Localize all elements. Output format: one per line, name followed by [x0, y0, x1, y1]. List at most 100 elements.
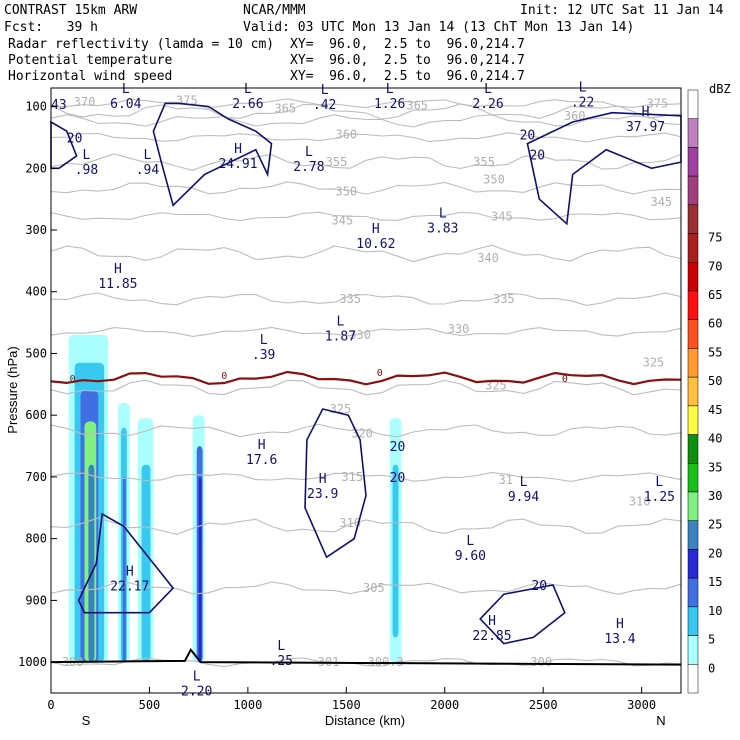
theta-label: 31 — [499, 473, 513, 487]
wind-contour-label: 20 — [67, 131, 83, 146]
theta-label: 350 — [483, 172, 505, 186]
plot-frame — [50, 87, 682, 694]
wind-extremum-value: .22 — [571, 96, 594, 111]
colorbar-swatch — [687, 606, 699, 636]
wind-extremum-kind: H — [642, 105, 650, 120]
wind-extremum-kind: H — [234, 142, 242, 157]
wind-extremum-value: 24.91 — [218, 157, 257, 172]
y-tick-label: 600 — [25, 408, 47, 422]
theta-isentrope — [50, 181, 682, 195]
wind-extremum-kind: L — [520, 475, 528, 490]
colorbar-swatch — [687, 290, 699, 320]
theta-isentrope — [50, 211, 682, 222]
colorbar-level-label: 25 — [708, 518, 722, 532]
theta-isentrope — [50, 292, 682, 306]
theta-label: 365 — [274, 101, 296, 115]
x-tick-label: 1000 — [233, 698, 262, 712]
x-tick-label: 2000 — [430, 698, 459, 712]
colorbar-swatch — [687, 434, 699, 464]
colorbar-level-label: 35 — [708, 460, 722, 474]
y-tick-label: 400 — [25, 285, 47, 299]
y-tick-label: 100 — [25, 100, 47, 114]
wind-extremum-kind: H — [258, 438, 266, 453]
wind-extremum-kind: L — [193, 670, 201, 685]
org-label: NCAR/MMM — [243, 3, 306, 18]
wind-extremum-value: 2.78 — [293, 160, 324, 175]
theta-isentrope — [50, 244, 682, 263]
wind-contour-label: 20 — [520, 128, 536, 143]
colorbar-swatch — [687, 577, 699, 608]
wind-extremum-kind: L — [144, 148, 152, 163]
colorbar-level-label: 50 — [708, 374, 722, 388]
wind-extremum-kind: L — [655, 475, 663, 490]
wind-extremum-kind: L — [277, 639, 285, 654]
field-2-name: Potential temperature — [8, 53, 173, 68]
colorbar-level-label: 65 — [708, 288, 722, 302]
colorbar-swatch — [687, 549, 699, 579]
wind-contour-label: 20 — [390, 471, 406, 486]
colorbar-level-label: 5 — [708, 633, 715, 647]
colorbar-level-label: 15 — [708, 575, 722, 589]
model-title: CONTRAST 15km ARW — [4, 3, 137, 18]
wind-contour-label: 43 — [51, 98, 67, 113]
colorbar-swatch — [687, 233, 699, 263]
x-tick-label: 0 — [47, 698, 54, 712]
wind-contour-label: 20 — [529, 149, 545, 164]
wind-extremum-value: 11.85 — [98, 277, 137, 292]
colorbar-level-label: 70 — [708, 259, 722, 273]
theta-isentrope — [50, 657, 682, 668]
wind-extremum-kind: L — [386, 82, 394, 97]
theta-label: 320 — [351, 427, 373, 441]
reflectivity-cell — [88, 464, 95, 663]
theta-label: 345 — [491, 209, 513, 223]
colorbar-level-label: 30 — [708, 489, 722, 503]
colorbar-level-label: 45 — [708, 403, 722, 417]
zero-isotherm-label: 0 — [562, 374, 568, 385]
init-time: Init: 12 UTC Sat 11 Jan 14 — [520, 3, 724, 18]
field-3-xy: XY= 96.0, 2.5 to 96.0,214.7 — [290, 69, 525, 84]
theta-label: 330 — [349, 328, 371, 342]
wind-extremum-value: 10.62 — [356, 237, 395, 252]
theta-label: 355 — [473, 155, 495, 169]
y-tick-label: 900 — [25, 593, 47, 607]
wind-extremum-kind: L — [439, 207, 447, 222]
x-tick-label: 1500 — [332, 698, 361, 712]
theta-isentrope — [50, 581, 682, 595]
wind-speed-contour — [77, 512, 175, 614]
theta-isentrope — [50, 379, 682, 396]
zero-isotherm-label: 0 — [377, 368, 383, 379]
theta-label: 345 — [650, 195, 672, 209]
field-1-name: Radar reflectivity (lamda = 10 cm) — [8, 37, 274, 52]
y-tick-label: 800 — [25, 532, 47, 546]
y-axis-label: Pressure (hPa) — [5, 346, 20, 433]
wind-extremum-kind: L — [260, 333, 268, 348]
colorbar-level-label: 55 — [708, 345, 722, 359]
wind-extremum-kind: L — [305, 145, 313, 160]
wind-extremum-value: 17.6 — [246, 453, 277, 468]
wind-extremum-value: 37.97 — [626, 120, 665, 135]
theta-label: 355 — [326, 155, 348, 169]
reflectivity-cell — [198, 476, 202, 663]
colorbar-swatch — [687, 262, 699, 292]
theta-label: 330 — [448, 322, 470, 336]
colorbar-swatch — [687, 520, 699, 550]
field-2-xy: XY= 96.0, 2.5 to 96.0,214.7 — [290, 53, 525, 68]
freezing-level-line — [50, 370, 682, 386]
theta-label: 305 — [363, 581, 385, 595]
wind-extremum-value: 13.4 — [604, 632, 635, 647]
theta-isentrope — [50, 517, 682, 535]
theta-label: 310 — [339, 516, 361, 530]
y-tick-label: 700 — [25, 470, 47, 484]
wind-extremum-value: 1.25 — [644, 490, 675, 505]
theta-isentrope — [50, 471, 682, 482]
colorbar-swatch — [687, 204, 699, 234]
theta-label: 350 — [335, 185, 357, 199]
theta-label: 365 — [406, 98, 428, 112]
theta-label: 310 — [629, 495, 651, 509]
forecast-hour: Fcst: 39 h — [4, 20, 98, 35]
wind-extremum-value: 22.17 — [110, 580, 149, 595]
colorbar-swatch — [687, 405, 699, 435]
wind-extremum-value: .94 — [136, 163, 160, 178]
wind-extremum-value: .39 — [252, 348, 275, 363]
y-tick-label: 1000 — [18, 655, 47, 669]
